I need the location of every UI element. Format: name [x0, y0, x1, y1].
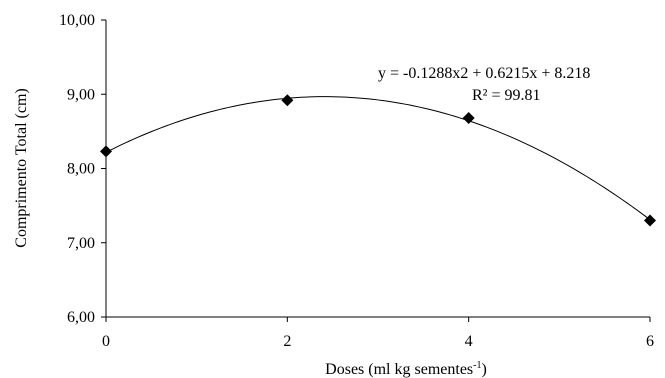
y-axis-title: Comprimento Total (cm) [13, 88, 30, 247]
x-axis-title: Doses (ml kg sementes-1) [325, 360, 487, 378]
y-tick-label: 8,00 [67, 161, 95, 178]
x-tick-label: 0 [102, 333, 110, 350]
y-tick-label: 7,00 [67, 235, 95, 252]
data-point-marker [100, 145, 112, 158]
x-axis-title-sup: -1 [473, 360, 481, 371]
trendline-r2: R² = 99.81 [472, 87, 541, 104]
x-tick-label: 2 [283, 333, 291, 350]
trendline-equation: y = -0.1288x2 + 0.6215x + 8.218 [378, 65, 590, 82]
trendline-curve [105, 96, 651, 221]
x-axis-title-main: Doses (ml kg sementes [325, 361, 473, 378]
y-tick-label: 9,00 [67, 86, 95, 103]
ticks [101, 19, 651, 322]
tick-labels: 6,00 7,00 8,00 9,00 10,00 0 2 4 6 [59, 12, 654, 350]
data-point-marker [281, 94, 294, 107]
data-point-marker [644, 214, 656, 227]
y-tick-label: 10,00 [59, 12, 95, 29]
y-tick-label: 6,00 [67, 309, 95, 326]
x-tick-label: 6 [646, 333, 654, 350]
data-point-marker [462, 112, 475, 125]
x-axis-title-end: ) [482, 361, 487, 378]
x-tick-label: 4 [465, 333, 473, 350]
data-points [100, 94, 656, 227]
